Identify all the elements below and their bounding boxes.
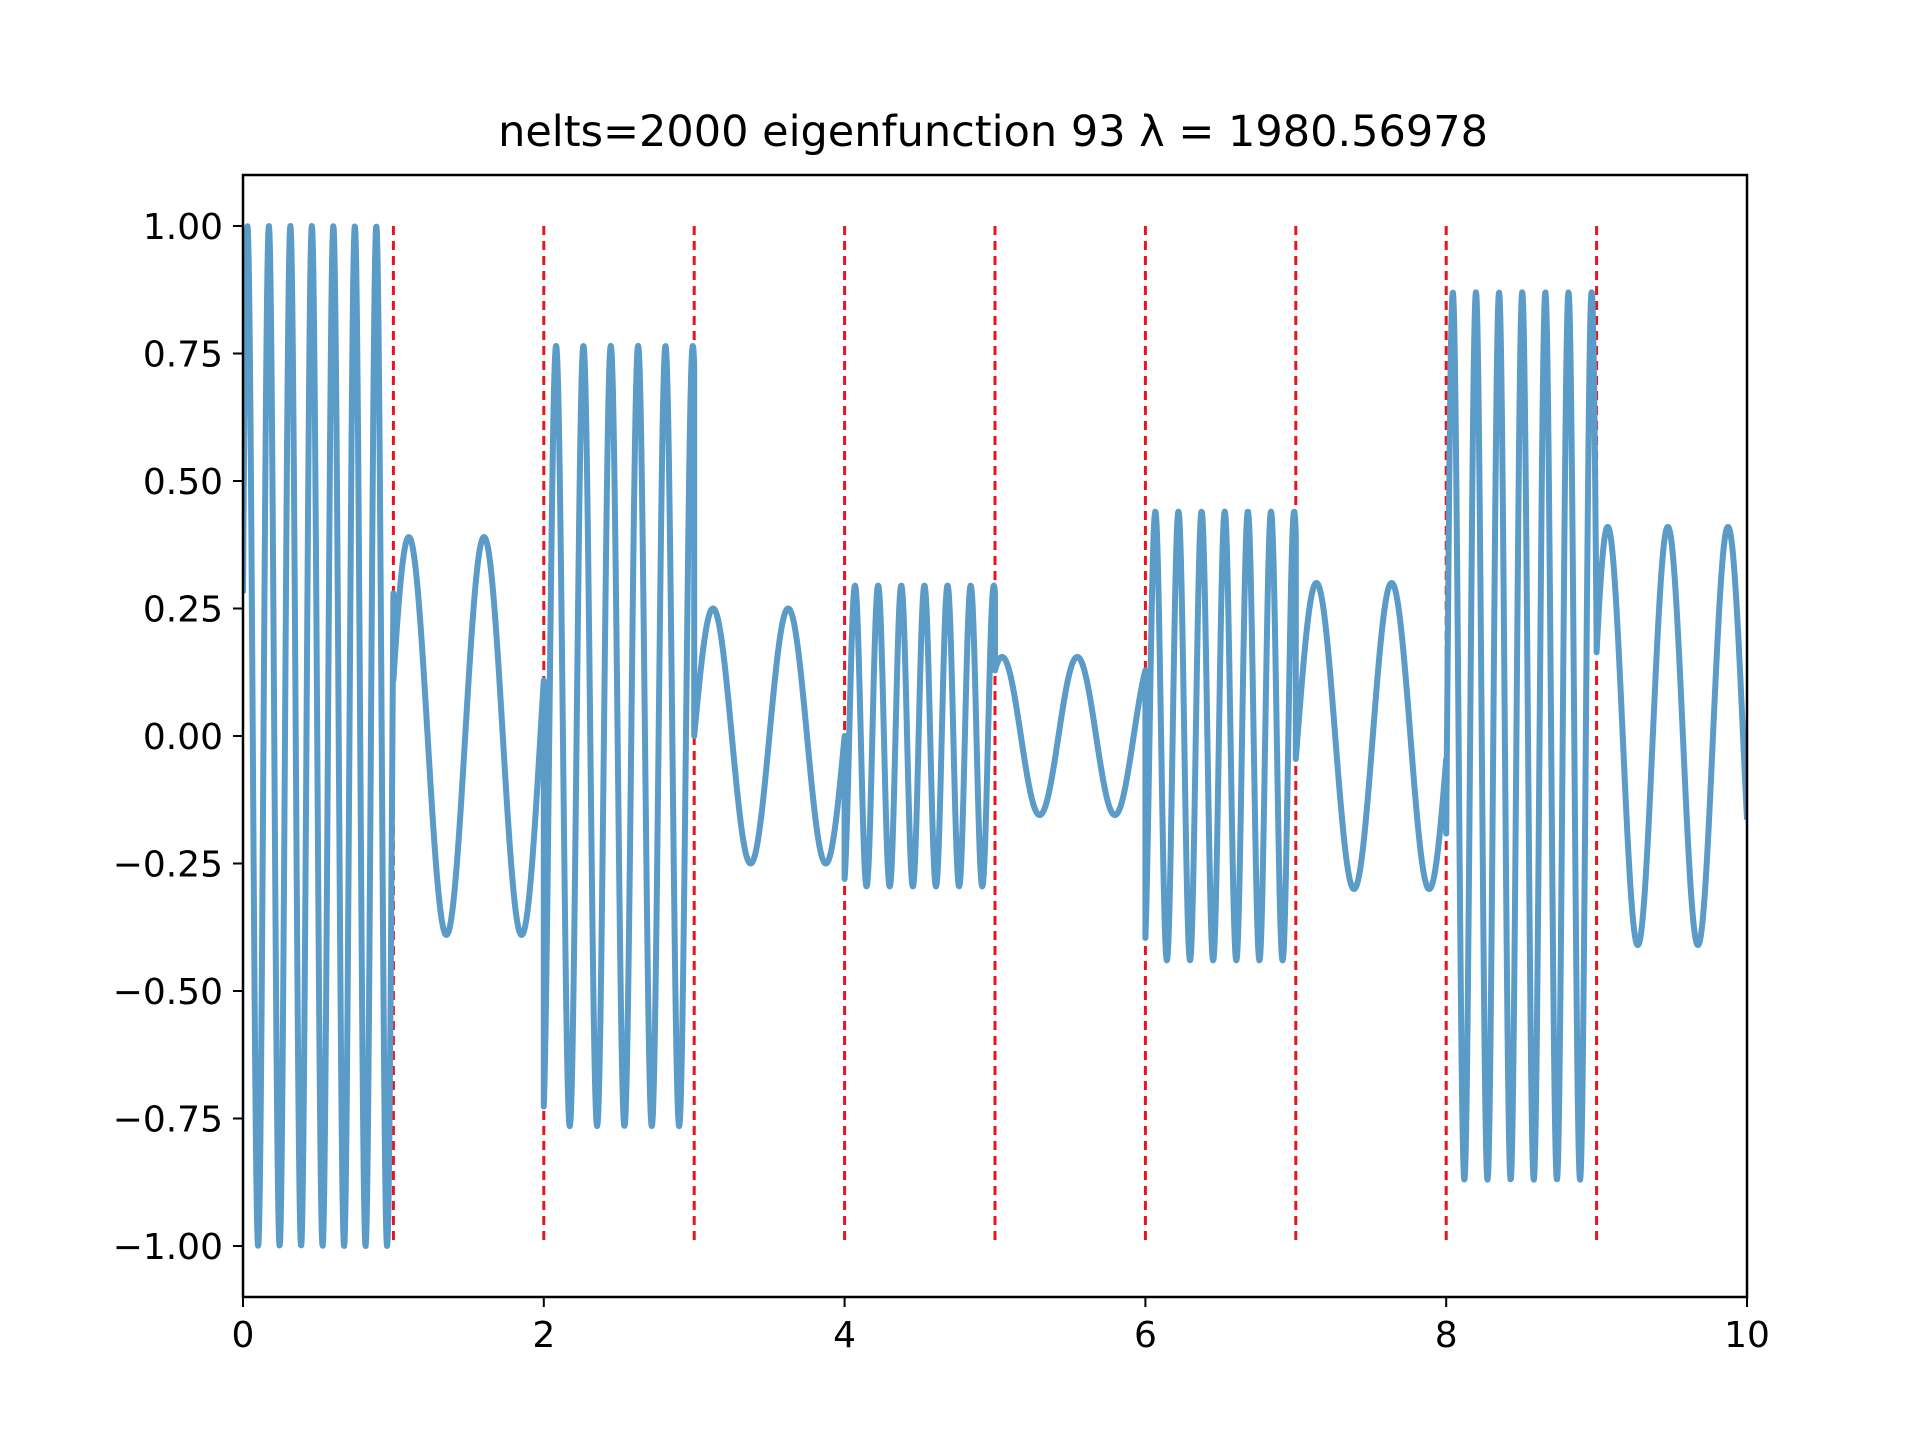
eigenfunction-line xyxy=(243,223,1747,1249)
chart-title: nelts=2000 eigenfunction 93 λ = 1980.569… xyxy=(498,107,1488,157)
curve-layer xyxy=(243,223,1747,1249)
x-tick-label: 8 xyxy=(1435,1315,1458,1356)
x-tick-label: 0 xyxy=(232,1315,255,1356)
x-tick-label: 6 xyxy=(1134,1315,1157,1356)
x-tick-label: 4 xyxy=(833,1315,856,1356)
y-tick-label: −0.25 xyxy=(113,845,223,886)
axes: 0 2 4 6 8 10 1.00 0.75 0.50 0.25 0.00 −0.25 −0.50 −0.… xyxy=(113,173,1770,1356)
x-tick-label: 10 xyxy=(1724,1315,1770,1356)
y-tick-label: 0.00 xyxy=(143,717,223,758)
x-tick-label: 2 xyxy=(532,1315,555,1356)
y-tick-label: −0.75 xyxy=(113,1100,223,1141)
y-tick-label: 0.75 xyxy=(143,335,223,376)
y-tick-label: 0.50 xyxy=(143,462,223,503)
y-tick-label: 1.00 xyxy=(143,207,223,248)
y-tick-label: −0.50 xyxy=(113,972,223,1013)
y-tick-label: −1.00 xyxy=(113,1227,223,1268)
y-tick-label: 0.25 xyxy=(143,590,223,631)
